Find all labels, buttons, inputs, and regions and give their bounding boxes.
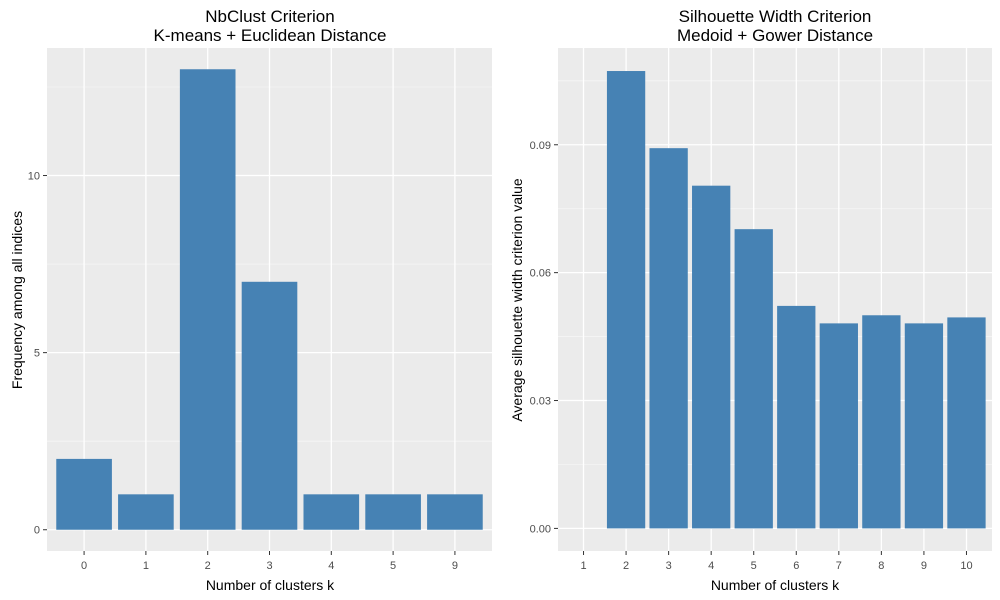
bar-k-6	[777, 305, 816, 529]
bar-k-5	[365, 494, 421, 530]
y-tick-label: 0.00	[530, 523, 551, 535]
x-tick-label: 1	[580, 560, 586, 572]
x-tick-label: 10	[960, 560, 972, 572]
x-tick-label: 2	[623, 560, 629, 572]
bar-k-9	[427, 494, 483, 530]
y-tick-label: 5	[34, 348, 40, 360]
y-tick-label: 0.03	[530, 396, 551, 408]
silhouette-chart: Silhouette Width Criterion Medoid + Gowe…	[509, 7, 992, 593]
x-tick-label: 9	[452, 560, 458, 572]
bar-k-3	[649, 148, 688, 529]
x-tick-label: 1	[143, 560, 149, 572]
bar-k-5	[734, 229, 773, 529]
x-axis: 0 1 2 3 4 5 9	[81, 551, 458, 572]
bar-k-10	[947, 317, 986, 529]
x-tick-label: 2	[205, 560, 211, 572]
y-axis-title: Average silhouette width criterion value	[509, 178, 525, 422]
x-tick-label: 3	[666, 560, 672, 572]
x-tick-label: 7	[836, 560, 842, 572]
x-tick-label: 0	[81, 560, 87, 572]
x-tick-label: 5	[390, 560, 396, 572]
y-axis: 0.00 0.03 0.06 0.09	[530, 140, 558, 535]
bar-k-7	[819, 323, 858, 529]
x-axis-title: Number of clusters k	[206, 577, 335, 593]
x-tick-label: 9	[921, 560, 927, 572]
x-tick-label: 4	[708, 560, 714, 572]
chart-title: Silhouette Width Criterion	[679, 7, 872, 26]
y-tick-label: 10	[28, 171, 40, 183]
bar-k-3	[241, 281, 298, 530]
bar-k-4	[303, 494, 360, 530]
chart-subtitle: K-means + Euclidean Distance	[154, 26, 387, 45]
x-tick-label: 5	[751, 560, 757, 572]
y-tick-label: 0	[34, 525, 40, 537]
nbclust-chart: NbClust Criterion K-means + Euclidean Di…	[9, 7, 492, 593]
chart-title: NbClust Criterion	[205, 7, 334, 26]
bars	[606, 71, 986, 529]
bar-k-2	[606, 71, 646, 529]
x-tick-label: 4	[328, 560, 334, 572]
bar-k-2	[179, 69, 236, 530]
bar-k-1	[118, 494, 174, 530]
y-tick-label: 0.09	[530, 140, 551, 152]
bar-k-0	[56, 458, 112, 530]
x-tick-label: 6	[793, 560, 799, 572]
chart-subtitle: Medoid + Gower Distance	[677, 26, 873, 45]
bar-k-8	[862, 315, 901, 529]
bar-k-4	[692, 185, 731, 529]
x-axis-title: Number of clusters k	[711, 577, 840, 593]
y-axis: 0 5 10	[28, 171, 47, 537]
y-axis-title: Frequency among all indices	[9, 211, 25, 389]
x-axis: 1 2 3 4 5 6 7 8 9 10	[580, 551, 973, 572]
x-tick-label: 8	[878, 560, 884, 572]
x-tick-label: 3	[266, 560, 272, 572]
y-tick-label: 0.06	[530, 268, 551, 280]
bars	[56, 69, 483, 530]
bar-k-9	[904, 323, 944, 529]
